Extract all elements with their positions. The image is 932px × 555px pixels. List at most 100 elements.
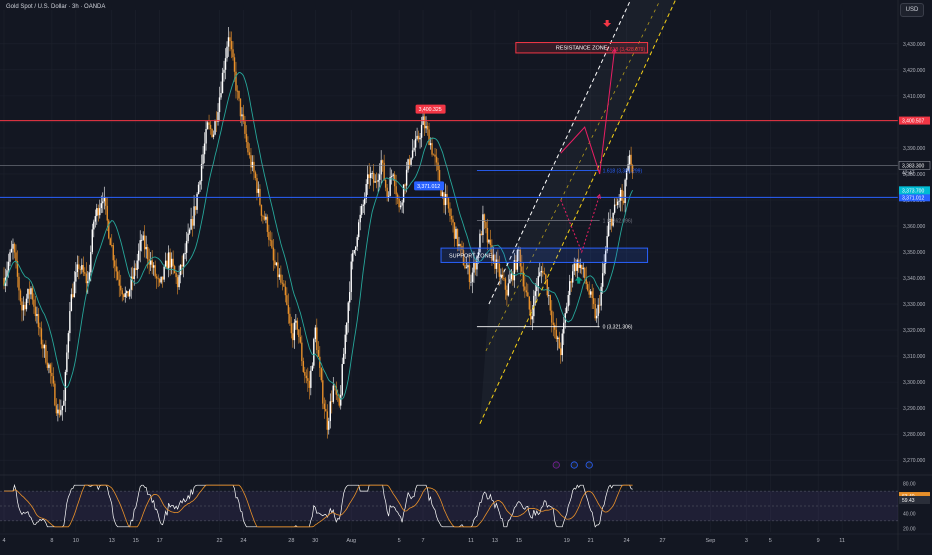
- candle-body: [163, 266, 165, 280]
- date-tick-label: 19: [564, 538, 570, 544]
- candle-body: [302, 361, 305, 372]
- candle-body: [563, 322, 565, 334]
- candle-body: [630, 154, 632, 166]
- candle-body: [498, 263, 501, 277]
- price-axis-badge-text: 3,373.700: [902, 188, 924, 194]
- candle-body: [557, 337, 559, 339]
- candle-body: [534, 291, 537, 296]
- candle-body: [66, 352, 68, 372]
- candle-body: [462, 250, 465, 266]
- candle-body: [268, 231, 270, 240]
- candle-body: [359, 214, 361, 223]
- candle-body: [471, 272, 474, 282]
- candle-body: [21, 301, 23, 311]
- fib-label: 1.618 (3,381.299): [603, 169, 643, 175]
- candle-body: [578, 259, 580, 268]
- candle-body: [154, 265, 156, 277]
- candle-body: [356, 237, 358, 247]
- rsi-tick-label: 20.00: [903, 526, 916, 532]
- candle-body: [295, 320, 297, 323]
- candle-body: [355, 246, 357, 250]
- candle-body: [489, 239, 492, 246]
- candle-body: [525, 290, 528, 293]
- candle-body: [283, 283, 285, 287]
- candle-body: [331, 401, 333, 403]
- date-tick-label: 15: [516, 538, 522, 544]
- candle-body: [444, 193, 447, 206]
- candle-body: [329, 401, 331, 422]
- candle-body: [516, 250, 519, 270]
- price-tick-label: 3,390.000: [903, 146, 925, 152]
- candle-body: [432, 154, 435, 156]
- candle-body: [377, 179, 379, 182]
- candle-body: [85, 273, 88, 284]
- candle-body: [260, 204, 263, 216]
- date-tick-label: 10: [73, 538, 79, 544]
- candle-body: [618, 200, 620, 202]
- candle-body: [173, 265, 176, 274]
- candle-body: [473, 262, 475, 273]
- candle-body: [87, 281, 89, 284]
- candle-body: [33, 299, 35, 307]
- candle-body: [606, 236, 608, 251]
- candle-body: [226, 46, 228, 59]
- price-tick-label: 3,270.000: [903, 458, 925, 464]
- candle-body: [90, 252, 92, 273]
- candle-body: [274, 260, 276, 266]
- candle-body: [366, 174, 369, 185]
- support-level: 3,371.012: [0, 181, 898, 198]
- candle-body: [45, 345, 47, 363]
- candle-body: [229, 37, 231, 42]
- candle-body: [521, 266, 523, 272]
- candle-body: [371, 172, 373, 174]
- candle-body: [361, 206, 363, 215]
- currency-button[interactable]: USD: [900, 3, 924, 17]
- date-tick-label: 3: [745, 538, 748, 544]
- candle-body: [76, 264, 79, 273]
- candle-body: [81, 265, 83, 270]
- price-axis-badge: [899, 186, 930, 195]
- arrow-shape: [603, 20, 612, 28]
- candle-body: [561, 333, 563, 356]
- candle-body: [513, 260, 516, 281]
- candle-body: [399, 205, 402, 208]
- candle-body: [402, 184, 405, 203]
- event-marker-icon: [585, 461, 593, 469]
- candle-body: [347, 302, 349, 323]
- candle-body: [269, 239, 272, 241]
- price-tick-label: 3,420.000: [903, 68, 925, 74]
- event-marker-icon: [570, 461, 578, 469]
- date-tick-label: 21: [588, 538, 594, 544]
- candle-body: [548, 295, 550, 297]
- candle-body: [220, 93, 222, 98]
- candle-body: [203, 143, 206, 155]
- candle-body: [393, 174, 396, 187]
- rsi-tick-label: 40.00: [903, 511, 916, 517]
- candle-body: [492, 254, 495, 261]
- candle-body: [79, 268, 82, 270]
- candle-body: [37, 314, 40, 328]
- candle-body: [196, 193, 198, 210]
- candle-body: [607, 221, 610, 237]
- fib-label: 1 (3,362.096): [603, 219, 633, 225]
- candle-body: [60, 410, 62, 415]
- candle-body: [570, 281, 572, 283]
- candle-body: [265, 216, 267, 220]
- candle-body: [569, 281, 571, 296]
- candle-body: [280, 274, 282, 283]
- candle-body: [411, 150, 414, 158]
- candle-body: [114, 260, 116, 267]
- level-tag-text: 3,371.012: [417, 184, 440, 190]
- candle-body: [625, 170, 628, 180]
- candle-body: [49, 364, 52, 373]
- resistance-level: 3,400.325: [0, 104, 898, 122]
- candle-body: [28, 288, 31, 295]
- price-axis-badge-text: 3,371.012: [902, 195, 924, 201]
- candle-body: [479, 233, 481, 253]
- price-tick-label: 3,350.000: [903, 250, 925, 256]
- candle-body: [519, 249, 522, 267]
- candle-body: [143, 235, 146, 250]
- candle-body: [598, 304, 601, 306]
